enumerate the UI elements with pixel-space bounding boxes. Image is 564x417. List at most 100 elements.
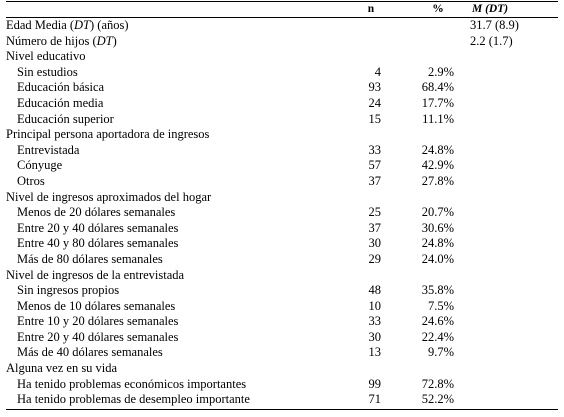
row-percent: 24.8% [421, 236, 454, 251]
table-row: Entre 40 y 80 dólares semanales 30 24.8% [6, 236, 558, 252]
row-percent: 22.4% [421, 329, 454, 344]
table-row: Sin ingresos propios 48 35.8% [6, 283, 558, 299]
row-mean-sd: 31.7 (8.9) [470, 18, 519, 32]
row-n: 15 [368, 111, 382, 126]
row-label: Ha tenido problemas de desempleo importa… [17, 392, 250, 407]
table-row: Otros 37 27.8% [6, 174, 558, 190]
table-row: Ha tenido problemas de desempleo importa… [6, 392, 558, 408]
row-label-part: Edad Media ( [6, 18, 75, 32]
row-percent: 27.8% [421, 173, 454, 188]
row-label: Más de 40 dólares semanales [17, 345, 163, 360]
header-mean-sd: M (DT) [472, 3, 509, 15]
table-row: Educación superior 15 11.1% [6, 112, 558, 128]
row-n: 33 [368, 314, 382, 329]
table-row: Ha tenido problemas económicos important… [6, 377, 558, 393]
table-section-row: Nivel educativo [6, 49, 558, 65]
table-row: Cónyuge 57 42.9% [6, 158, 558, 174]
row-label: Menos de 20 dólares semanales [17, 205, 176, 220]
row-label: Nivel de ingresos aproximados del hogar [6, 189, 212, 204]
table-row: Educación media 24 17.7% [6, 96, 558, 112]
row-percent: 2.9% [427, 64, 454, 79]
table-row: Entre 10 y 20 dólares semanales 33 24.6% [6, 314, 558, 330]
table-bottom-rule [6, 409, 558, 410]
row-label: Nivel de ingresos de la entrevistada [6, 267, 185, 282]
row-n: 57 [368, 158, 382, 173]
row-n: 37 [368, 173, 382, 188]
row-percent: 68.4% [421, 80, 454, 95]
row-mean-sd: 2.2 (1.7) [470, 33, 513, 48]
row-n: 29 [368, 251, 382, 266]
row-n: 99 [368, 376, 382, 391]
row-label: Sin ingresos propios [17, 283, 120, 298]
table-top-rule [6, 1, 558, 2]
row-n: 30 [368, 236, 382, 251]
row-label: Más de 80 dólares semanales [17, 251, 163, 266]
row-label: Ha tenido problemas económicos important… [17, 376, 247, 391]
table-row: Entrevistada 33 24.8% [6, 143, 558, 159]
header-percent: % [432, 3, 444, 15]
row-label: Sin estudios [17, 64, 78, 79]
table-row: Educación básica 93 68.4% [6, 80, 558, 96]
row-n: 10 [368, 298, 382, 313]
table-row: Sin estudios 4 2.9% [6, 65, 558, 81]
row-percent: 7.5% [427, 298, 454, 313]
row-label: Entre 10 y 20 dólares semanales [17, 314, 179, 329]
row-n: 24 [368, 95, 382, 110]
table-section-row: Principal persona aportadora de ingresos [6, 127, 558, 143]
table-row: Entre 20 y 40 dólares semanales 37 30.6% [6, 221, 558, 237]
row-n: 4 [374, 64, 381, 79]
table-section-row: Número de hijos (DT) 2.2 (1.7) [6, 34, 558, 50]
table-body: Edad Media (DT) (años) 31.7 (8.9) Número d… [6, 18, 558, 408]
row-label-part: ) (años) [90, 18, 129, 32]
row-n: 25 [368, 205, 382, 220]
row-percent: 17.7% [421, 95, 454, 110]
row-n: 71 [368, 392, 382, 407]
row-percent: 52.2% [421, 392, 454, 407]
row-percent: 20.7% [421, 205, 454, 220]
header-n: n [367, 3, 375, 15]
table-section-row: Edad Media (DT) (años) 31.7 (8.9) [6, 18, 558, 34]
table-row: Más de 80 dólares semanales 29 24.0% [6, 252, 558, 268]
row-percent: 72.8% [421, 376, 454, 391]
row-label: Entre 40 y 80 dólares semanales [17, 236, 179, 251]
row-label-part: DT [74, 18, 91, 32]
row-percent: 30.6% [421, 220, 454, 235]
row-label: Otros [17, 173, 45, 188]
table-row: Menos de 10 dólares semanales 10 7.5% [6, 299, 558, 315]
row-percent: 24.6% [421, 314, 454, 329]
row-label: Edad Media (DT) (años) [6, 18, 129, 34]
table-section-row: Nivel de ingresos aproximados del hogar [6, 190, 558, 206]
row-label: Entre 20 y 40 dólares semanales [17, 220, 179, 235]
row-percent: 35.8% [421, 283, 454, 298]
row-percent: 24.8% [421, 142, 454, 157]
row-label: Nivel educativo [6, 49, 86, 64]
row-label: Número de hijos (DT) [6, 34, 117, 50]
table-row: Más de 40 dólares semanales 13 9.7% [6, 345, 558, 361]
row-n: 33 [368, 142, 382, 157]
table-section-row: Nivel de ingresos de la entrevistada [6, 268, 558, 284]
table-section-row: Alguna vez en su vida [6, 361, 558, 377]
row-label: Alguna vez en su vida [6, 361, 118, 376]
row-label: Principal persona aportadora de ingresos [6, 127, 210, 142]
row-label: Educación básica [17, 80, 105, 95]
row-n: 48 [368, 283, 382, 298]
row-percent: 11.1% [422, 111, 454, 126]
table-row: Entre 20 y 40 dólares semanales 30 22.4% [6, 330, 558, 346]
row-percent: 24.0% [421, 251, 454, 266]
row-label: Cónyuge [17, 158, 63, 173]
row-label: Educación media [17, 95, 104, 110]
row-label: Educación superior [17, 111, 114, 126]
row-label: Entrevistada [17, 142, 80, 157]
table-row: Menos de 20 dólares semanales 25 20.7% [6, 205, 558, 221]
row-label-part: ) [112, 33, 117, 48]
row-percent: 42.9% [421, 158, 454, 173]
row-label-part: DT [96, 33, 113, 48]
row-n: 13 [368, 345, 382, 360]
row-n: 30 [368, 329, 382, 344]
table-header-rule [6, 17, 558, 18]
row-label: Menos de 10 dólares semanales [17, 298, 176, 313]
row-n: 37 [368, 220, 382, 235]
row-label-part: Número de hijos ( [6, 33, 97, 48]
row-n: 93 [368, 80, 382, 95]
row-percent: 9.7% [427, 345, 454, 360]
